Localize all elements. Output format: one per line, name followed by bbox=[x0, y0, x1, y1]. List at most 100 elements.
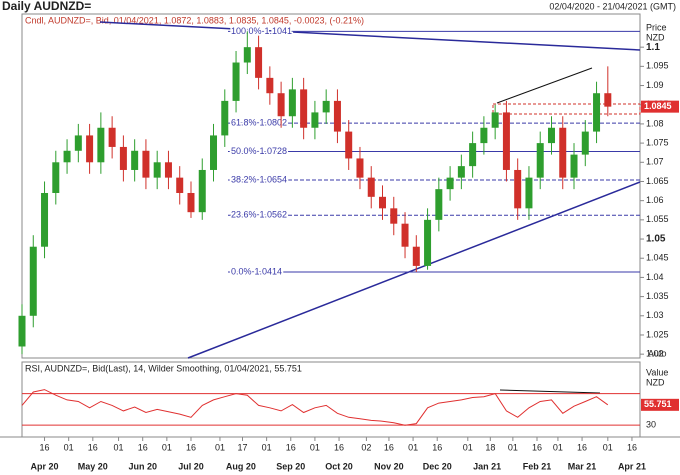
date-range: 02/04/2020 - 21/04/2021 (GMT) bbox=[549, 1, 676, 11]
x-tick-label: 01 bbox=[64, 442, 74, 452]
candle-body bbox=[221, 100, 229, 136]
candle-body bbox=[210, 135, 218, 170]
candle-body bbox=[164, 162, 172, 178]
candle-body bbox=[63, 150, 71, 163]
candle-body bbox=[401, 223, 409, 247]
x-tick-label: 16 bbox=[186, 442, 196, 452]
candle-body bbox=[333, 100, 341, 132]
candle-body bbox=[300, 89, 308, 128]
candle-body bbox=[525, 177, 533, 209]
last-price-label: 1.0845 bbox=[644, 101, 672, 111]
legend-text: Cndl, AUDNZD=, Bid, 01/04/2021, 1.0872, … bbox=[25, 15, 364, 25]
candle-body bbox=[581, 131, 589, 155]
rsi-last-label: 55.751 bbox=[644, 399, 672, 409]
x-tick-label: 01 bbox=[310, 442, 320, 452]
x-tick-label: 01 bbox=[215, 442, 225, 452]
x-month-label: Apr 20 bbox=[31, 461, 59, 471]
rsi-axis-title: Value bbox=[646, 367, 668, 377]
divergence-line bbox=[499, 389, 601, 394]
x-tick-label: 16 bbox=[88, 442, 98, 452]
candle-body bbox=[356, 158, 364, 178]
candle-body bbox=[412, 246, 420, 266]
y-tick-label: 1.04 bbox=[646, 272, 664, 282]
chart-title: Daily AUDNZD= bbox=[2, 0, 91, 13]
y-tick-label: 1.03 bbox=[646, 310, 664, 320]
x-tick-label: 16 bbox=[286, 442, 296, 452]
x-tick-label: 16 bbox=[432, 442, 442, 452]
y-tick-label: 1.08 bbox=[646, 118, 664, 128]
x-month-label: Jul 20 bbox=[178, 461, 204, 471]
x-month-label: Aug 20 bbox=[226, 461, 256, 471]
y-tick-label: 1.02 bbox=[646, 349, 664, 359]
candle-body bbox=[41, 192, 49, 247]
rsi-title: RSI, AUDNZD=, Bid(Last), 14, Wilder Smoo… bbox=[25, 363, 302, 373]
x-month-label: Sep 20 bbox=[276, 461, 305, 471]
candle-body bbox=[266, 77, 274, 94]
candle-body bbox=[288, 89, 296, 117]
y-tick-label: 1.05 bbox=[646, 234, 666, 245]
x-month-label: Apr 21 bbox=[618, 461, 646, 471]
trend-line bbox=[99, 21, 641, 51]
candle-body bbox=[18, 315, 26, 347]
y-tick-label: 1.035 bbox=[646, 291, 669, 301]
fib-label: 61.8%-1.0802 bbox=[231, 118, 287, 128]
y-tick-label: 1.075 bbox=[646, 137, 669, 147]
price-panel bbox=[21, 13, 641, 359]
candle-body bbox=[491, 112, 499, 128]
candle-body bbox=[593, 93, 601, 132]
candle-body bbox=[255, 47, 263, 78]
scale-mode: Auto bbox=[648, 348, 667, 358]
y-axis-unit: NZD bbox=[646, 32, 665, 42]
candle-body bbox=[446, 177, 454, 190]
candle-body bbox=[424, 219, 432, 266]
x-tick-label: 01 bbox=[553, 442, 563, 452]
candle-body bbox=[457, 166, 465, 178]
x-month-label: Feb 21 bbox=[523, 461, 552, 471]
candle-body bbox=[232, 62, 240, 101]
candle-body bbox=[322, 100, 330, 113]
candle-body bbox=[570, 154, 578, 178]
candle-body bbox=[367, 177, 375, 197]
fib-label: 50.0%-1.0728 bbox=[231, 146, 287, 156]
rsi-line bbox=[21, 389, 609, 426]
y-axis-title: Price bbox=[646, 22, 667, 32]
candle-body bbox=[198, 169, 206, 213]
x-month-label: Mar 21 bbox=[568, 461, 597, 471]
x-tick-label: 16 bbox=[334, 442, 344, 452]
x-month-label: Oct 20 bbox=[325, 461, 353, 471]
y-tick-label: 1.055 bbox=[646, 214, 669, 224]
x-tick-label: 16 bbox=[138, 442, 148, 452]
candle-body bbox=[379, 196, 386, 209]
candle-body bbox=[52, 162, 60, 193]
candle-body bbox=[243, 47, 251, 63]
candle-body bbox=[97, 127, 105, 163]
candle-body bbox=[176, 177, 184, 193]
candle-body bbox=[559, 127, 567, 178]
fib-label: 23.6%-1.0562 bbox=[231, 210, 287, 220]
y-tick-label: 1.025 bbox=[646, 329, 669, 339]
candle-body bbox=[311, 112, 319, 128]
y-tick-label: 1.09 bbox=[646, 80, 664, 90]
x-tick-label: 01 bbox=[408, 442, 418, 452]
candle-body bbox=[86, 135, 94, 163]
candle-body bbox=[604, 93, 612, 107]
y-tick-label: 1.095 bbox=[646, 61, 669, 71]
candle-body bbox=[547, 127, 555, 144]
candle-body bbox=[74, 135, 82, 151]
trend-line bbox=[187, 181, 641, 359]
x-tick-label: 02 bbox=[361, 442, 371, 452]
x-month-label: Jan 21 bbox=[473, 461, 501, 471]
fib-label: 38.2%-1.0654 bbox=[231, 174, 287, 184]
rsi-last-box bbox=[641, 398, 679, 411]
x-tick-label: 17 bbox=[237, 442, 247, 452]
candle-body bbox=[187, 192, 195, 213]
x-tick-label: 16 bbox=[532, 442, 542, 452]
x-tick-label: 16 bbox=[577, 442, 587, 452]
resistance-zone bbox=[492, 103, 641, 115]
x-tick-label: 01 bbox=[463, 442, 473, 452]
x-tick-label: 01 bbox=[162, 442, 172, 452]
candle-body bbox=[108, 127, 116, 147]
x-tick-label: 01 bbox=[262, 442, 272, 452]
candle-body bbox=[29, 246, 37, 316]
